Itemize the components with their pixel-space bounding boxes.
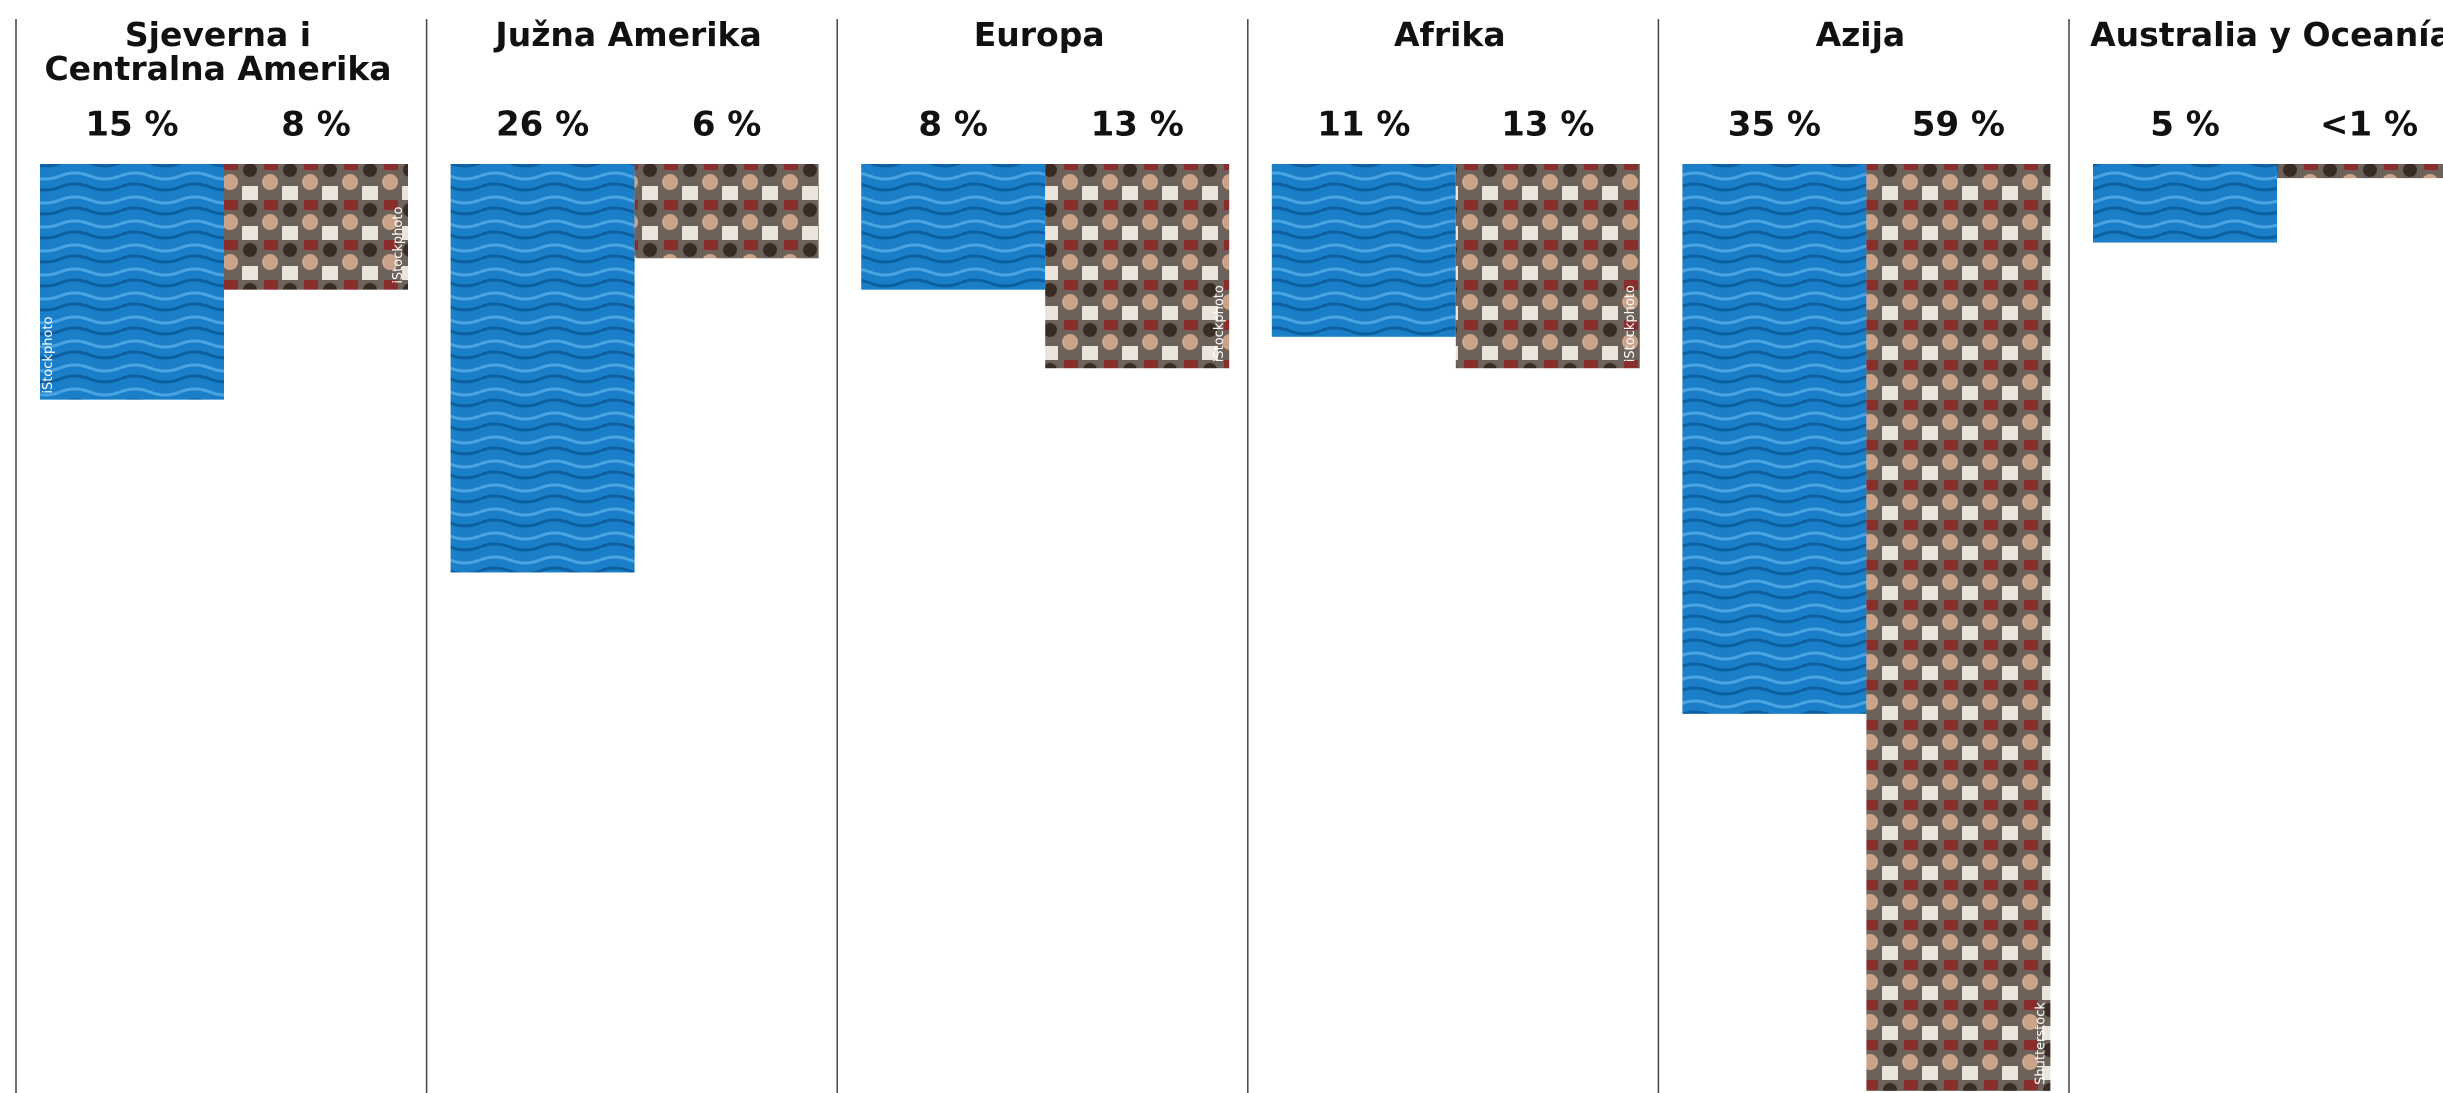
region-title: Sjeverna i Centralna Amerika: [33, 18, 403, 86]
bar: [1045, 164, 1229, 368]
region-title: Australia y Oceanía: [2086, 18, 2443, 52]
bar: [861, 164, 1045, 290]
photo-credit: iStockphoto: [1623, 285, 1638, 362]
value-label: 5 %: [2150, 105, 2220, 145]
bar: [2093, 164, 2277, 243]
chart-canvas: 15 % 8 % 26 % 6 % 8 % 13 % 11 % 13 % 35 % 59 % 5 %…: [0, 0, 2443, 1093]
value-label: 35 %: [1728, 105, 1821, 145]
bar: [1272, 164, 1456, 337]
value-label: 59 %: [1912, 105, 2005, 145]
bar: [451, 164, 635, 572]
region-title: Južna Amerika: [444, 18, 814, 52]
bar: [224, 164, 408, 290]
value-label: 11 %: [1317, 105, 1410, 145]
value-label: 6 %: [692, 105, 762, 145]
value-label: 8 %: [281, 105, 351, 145]
bar: [2277, 164, 2443, 178]
region-title: Europa: [854, 18, 1224, 52]
photo-credit: Shutterstock: [2033, 1002, 2048, 1085]
chart: 15 % 8 % 26 % 6 % 8 % 13 % 11 % 13 % 35 % 59 % 5 %…: [0, 0, 2443, 1093]
bar: [40, 164, 224, 400]
photo-credit: iStockphoto: [41, 317, 56, 394]
value-label: 13 %: [1501, 105, 1594, 145]
bar: [1456, 164, 1640, 368]
value-label: 15 %: [85, 105, 178, 145]
value-label: <1 %: [2320, 105, 2418, 145]
value-label: 26 %: [496, 105, 589, 145]
region-title: Afrika: [1265, 18, 1635, 52]
region-title: Azija: [1675, 18, 2045, 52]
value-label: 8 %: [918, 105, 988, 145]
bar: [1866, 164, 2050, 1091]
value-label: 13 %: [1091, 105, 1184, 145]
photo-credit: iStockphoto: [391, 207, 406, 284]
bar: [1682, 164, 1866, 714]
bar: [635, 164, 819, 258]
photo-credit: iStockphoto: [1212, 285, 1227, 362]
